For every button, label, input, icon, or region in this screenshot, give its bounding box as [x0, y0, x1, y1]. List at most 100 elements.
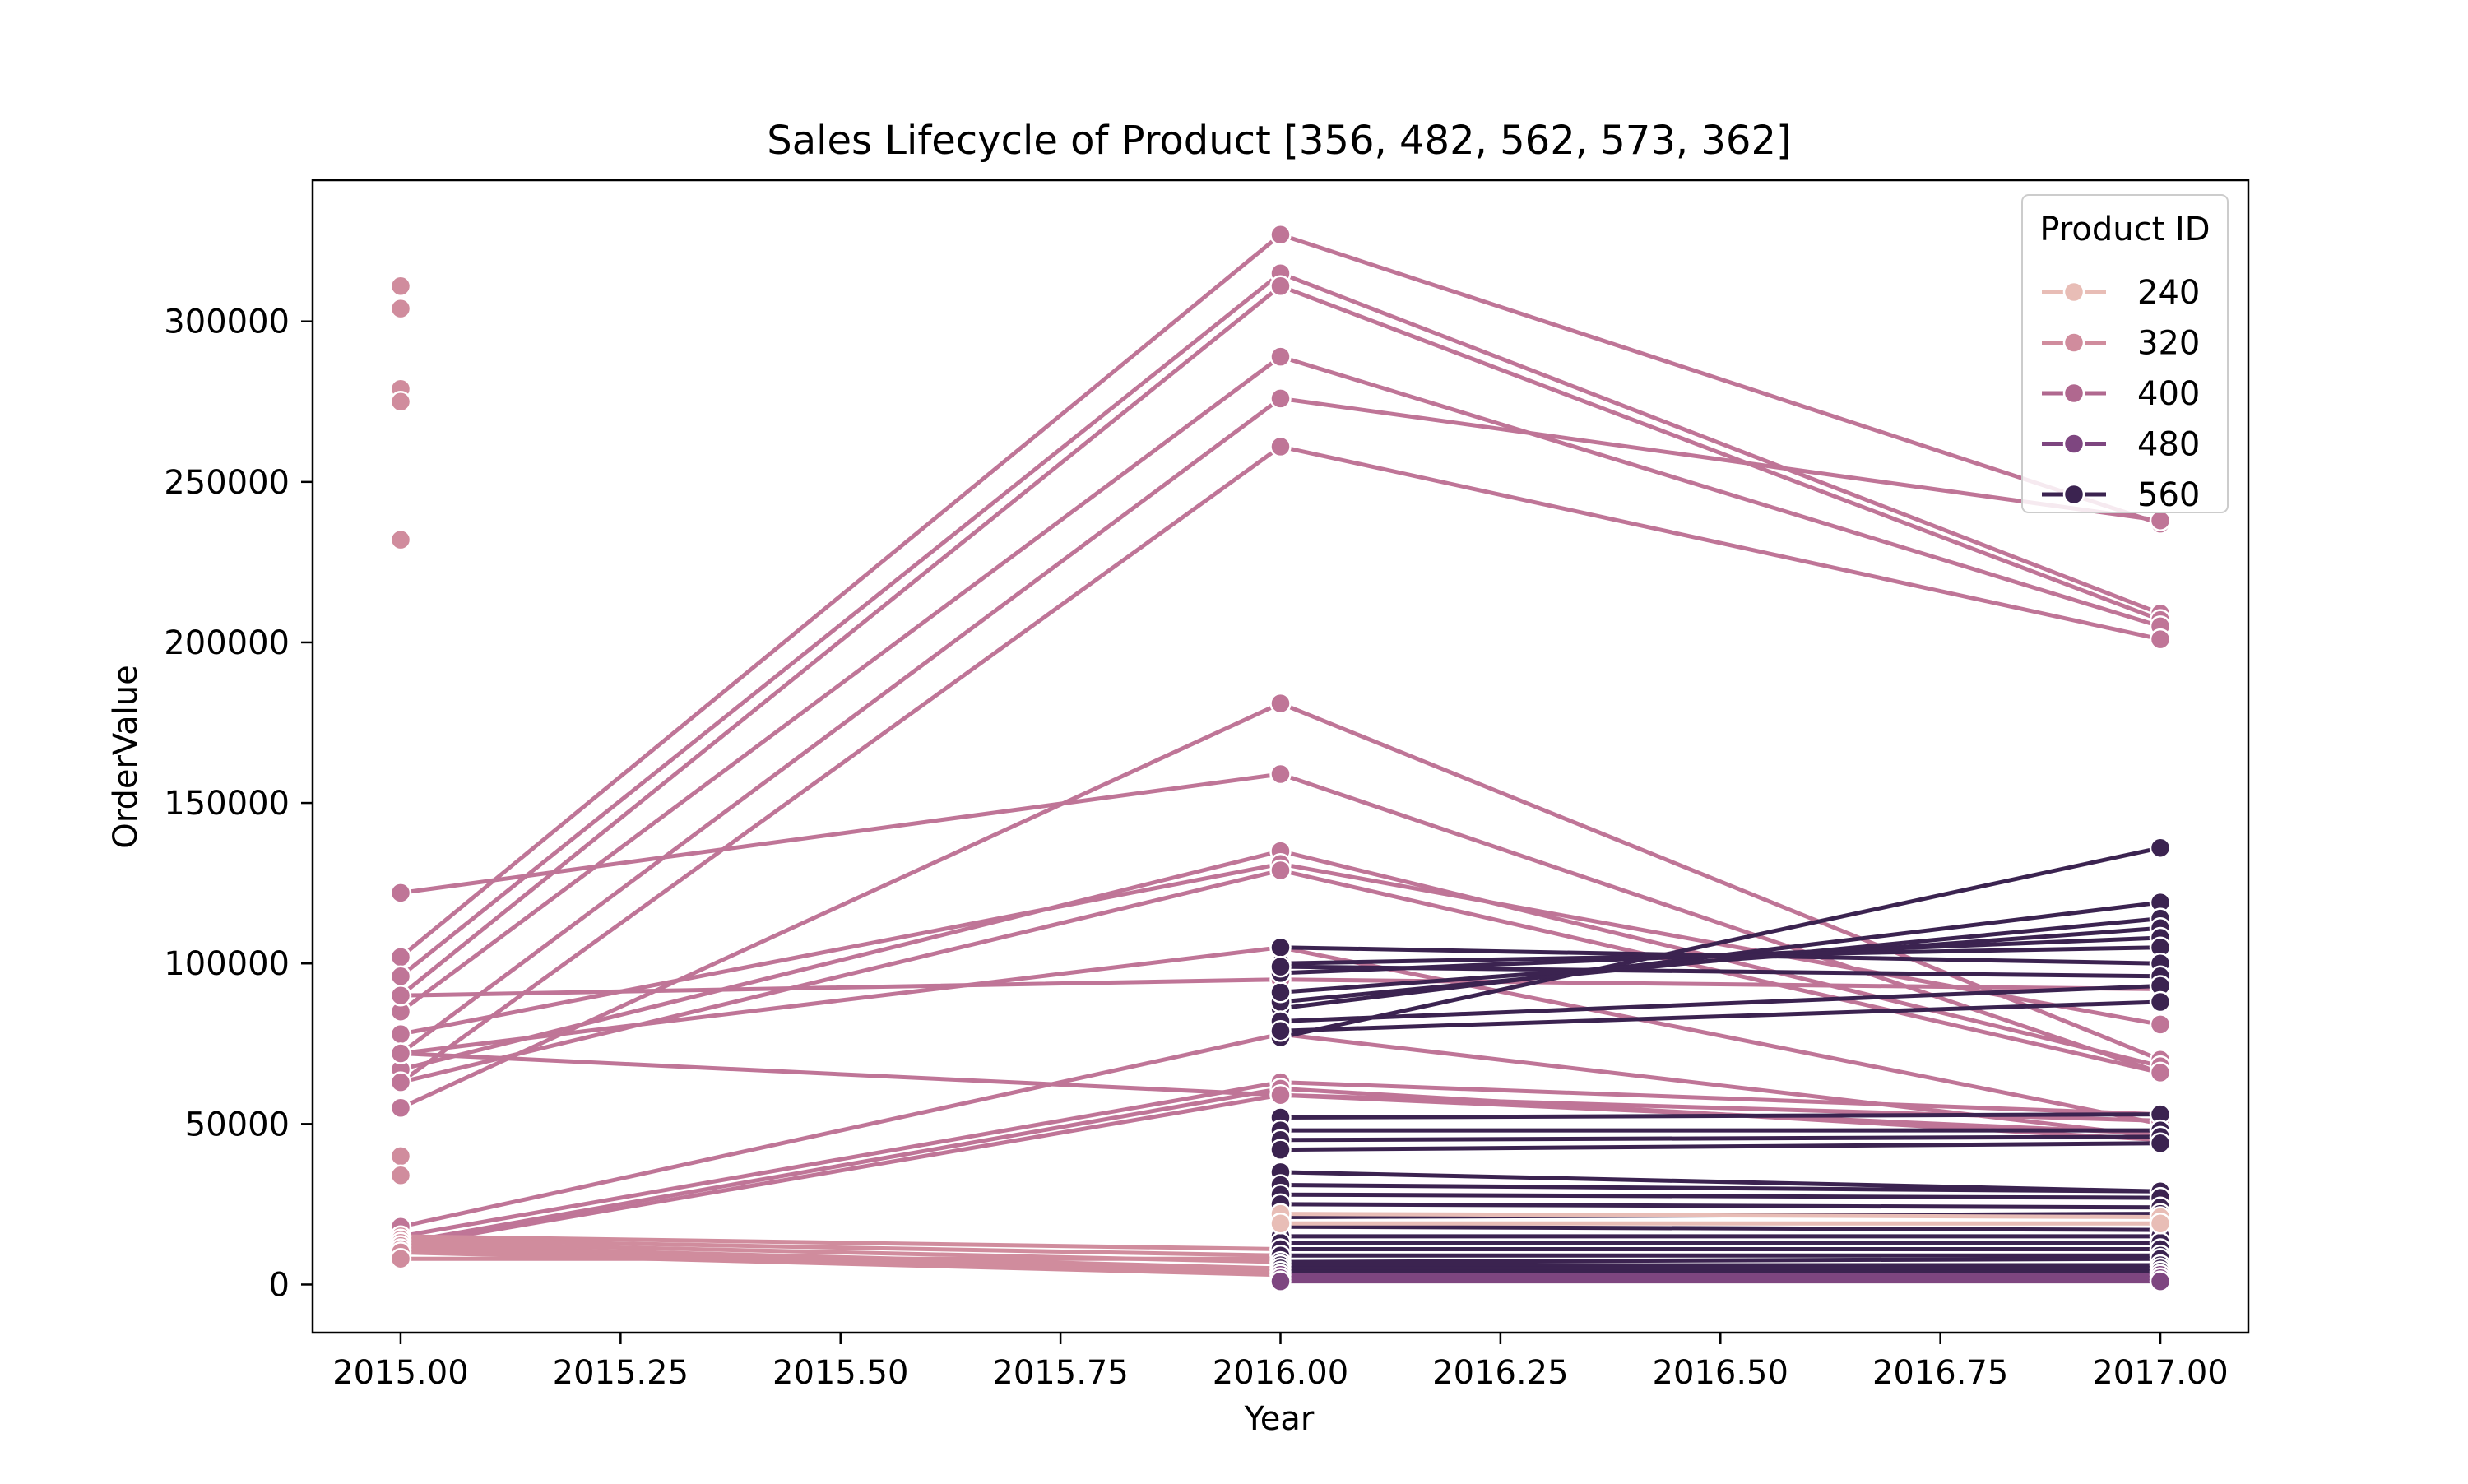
data-point	[389, 391, 412, 413]
series-line	[1280, 945, 2161, 966]
data-point	[2149, 1061, 2172, 1084]
y-tick-label: 200000	[164, 624, 290, 662]
series-line	[1280, 1212, 2161, 1219]
series-line	[400, 1237, 1281, 1258]
series-layer	[389, 224, 2172, 1292]
legend-label: 240	[2137, 274, 2200, 312]
y-tick-label: 0	[269, 1266, 290, 1304]
data-point	[2149, 1270, 2172, 1292]
data-point	[1269, 345, 1292, 368]
series-41	[1269, 990, 2172, 1042]
data-point	[389, 1164, 412, 1187]
legend-marker	[2062, 382, 2085, 405]
data-point	[1269, 936, 1292, 958]
data-point	[389, 275, 412, 298]
data-point	[2149, 1013, 2172, 1036]
series-line	[1280, 1112, 2161, 1120]
data-point	[1269, 1213, 1292, 1235]
data-point	[1269, 224, 1292, 246]
series-line	[1280, 1224, 2161, 1232]
series-line	[400, 1234, 1281, 1251]
data-point	[389, 882, 412, 904]
x-axis-label: Year	[1244, 1400, 1315, 1438]
data-point	[1269, 859, 1292, 882]
series-line	[1280, 1170, 2161, 1194]
data-point	[389, 1023, 412, 1046]
series-line	[1280, 984, 2161, 1023]
series-64	[1269, 1213, 2172, 1235]
series-18	[389, 275, 412, 298]
x-tick-label: 2016.00	[1213, 1354, 1348, 1392]
series-line	[1280, 1192, 2161, 1200]
data-point	[389, 1071, 412, 1093]
data-point	[2149, 1213, 2172, 1235]
data-point	[2149, 990, 2172, 1013]
series-line	[1280, 999, 2161, 1033]
data-point	[389, 1145, 412, 1167]
y-tick-label: 100000	[164, 945, 290, 983]
data-point	[389, 1247, 412, 1270]
legend-label: 320	[2137, 325, 2200, 363]
x-tick-label: 2015.75	[992, 1354, 1128, 1392]
data-point	[389, 965, 412, 988]
series-21	[389, 391, 412, 413]
legend-label: 480	[2137, 426, 2200, 464]
y-tick-label: 150000	[164, 785, 290, 823]
legend: Product ID 240 320 400 480 560	[2021, 194, 2229, 514]
data-point	[1269, 1270, 1292, 1292]
y-tick-label: 250000	[164, 464, 290, 502]
y-tick-label: 50000	[185, 1106, 290, 1143]
series-line	[1280, 964, 2161, 979]
x-tick-label: 2016.25	[1432, 1354, 1568, 1392]
y-tick-label: 300000	[164, 304, 290, 341]
x-tick-label: 2015.50	[772, 1354, 908, 1392]
data-point	[1269, 763, 1292, 786]
legend-label: 400	[2137, 375, 2200, 413]
data-point	[1269, 435, 1292, 458]
series-23	[389, 1145, 412, 1167]
x-tick-label: 2017.00	[2092, 1354, 2228, 1392]
data-point	[2149, 837, 2172, 859]
series-line	[1280, 1183, 2161, 1194]
data-point	[1269, 1019, 1292, 1042]
data-point	[389, 1097, 412, 1120]
data-point	[1269, 692, 1292, 715]
legend-marker	[2062, 483, 2085, 506]
y-axis-label: OrderValue	[107, 665, 145, 849]
series-line	[1280, 1256, 2161, 1264]
series-24	[389, 1164, 412, 1187]
series-line	[400, 1250, 1281, 1278]
legend-marker	[2062, 433, 2085, 455]
legend-entry: 400	[2042, 375, 2200, 413]
series-45	[1269, 1132, 2172, 1161]
legend-entry: 320	[2042, 325, 2200, 363]
series-line	[1280, 1202, 2161, 1210]
legend-entry: 560	[2042, 476, 2200, 514]
legend-label: 560	[2137, 476, 2200, 514]
series-10	[389, 859, 2172, 1093]
legend-entry: 240	[2042, 274, 2200, 312]
legend-title: Product ID	[2039, 211, 2210, 248]
data-point	[389, 297, 412, 320]
data-point	[389, 1042, 412, 1064]
series-line	[1280, 1134, 2161, 1143]
y-axis: 0 50000 100000 150000 200000 250000 300000	[164, 304, 313, 1304]
series-19	[389, 297, 412, 320]
x-tick-label: 2015.00	[332, 1354, 468, 1392]
data-point	[1269, 955, 1292, 978]
series-line	[1279, 846, 2161, 1040]
data-point	[389, 946, 412, 968]
chart-title: Sales Lifecycle of Product [356, 482, 56…	[767, 118, 1791, 164]
x-tick-label: 2016.50	[1653, 1354, 1788, 1392]
series-62	[1269, 1270, 2172, 1292]
data-point	[1269, 1083, 1292, 1106]
x-tick-label: 2016.75	[1872, 1354, 2008, 1392]
data-point	[2149, 628, 2172, 651]
series-line	[1280, 1141, 2161, 1152]
data-point	[1269, 1139, 1292, 1161]
x-axis: 2015.00 2015.25 2015.50 2015.75 2016.00 2016.…	[332, 1333, 2229, 1392]
data-point	[1269, 981, 1292, 1004]
data-point	[1269, 275, 1292, 298]
